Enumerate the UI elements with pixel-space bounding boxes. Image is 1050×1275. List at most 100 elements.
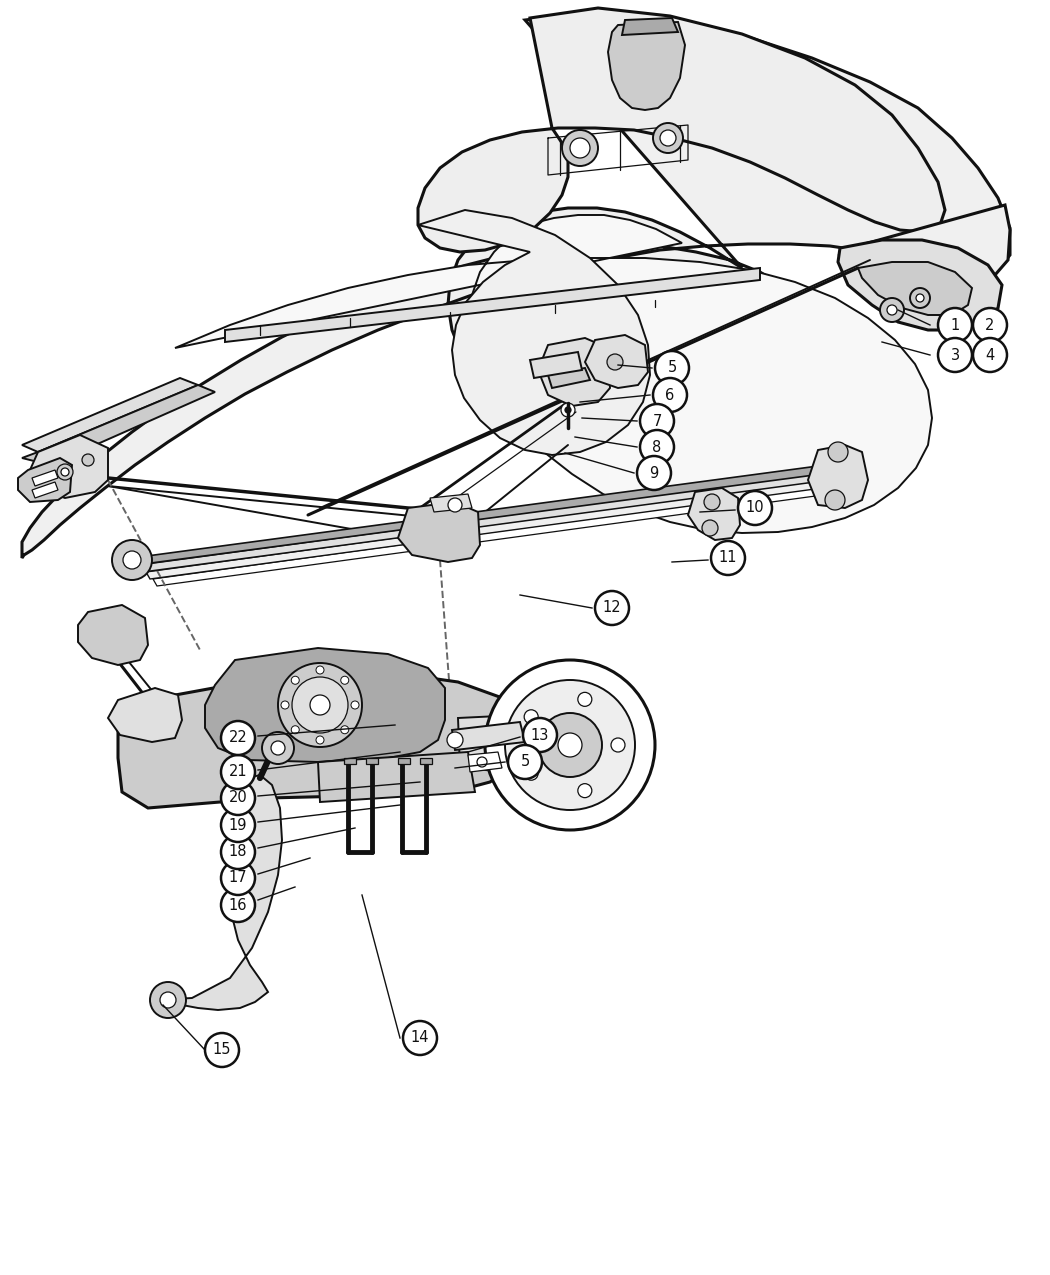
Text: 21: 21 [229, 765, 248, 779]
Circle shape [150, 982, 186, 1017]
Circle shape [477, 757, 487, 768]
Circle shape [660, 130, 676, 147]
Circle shape [112, 541, 152, 580]
Polygon shape [808, 445, 868, 507]
Polygon shape [22, 11, 1010, 558]
Circle shape [485, 660, 655, 830]
Circle shape [825, 490, 845, 510]
Circle shape [292, 677, 348, 733]
Polygon shape [22, 385, 215, 465]
Circle shape [316, 736, 324, 745]
Text: 13: 13 [531, 728, 549, 742]
Circle shape [640, 404, 674, 439]
Circle shape [220, 782, 255, 815]
Circle shape [916, 295, 924, 302]
Polygon shape [22, 377, 198, 453]
Polygon shape [30, 435, 108, 499]
Circle shape [595, 592, 629, 625]
Circle shape [403, 1021, 437, 1054]
Circle shape [447, 732, 463, 748]
Polygon shape [548, 368, 590, 388]
Text: 22: 22 [229, 731, 248, 746]
Polygon shape [398, 502, 480, 562]
Polygon shape [225, 268, 760, 342]
Circle shape [351, 701, 359, 709]
Text: 15: 15 [213, 1043, 231, 1057]
Circle shape [508, 745, 542, 779]
Polygon shape [398, 759, 410, 764]
Circle shape [637, 456, 671, 490]
Text: 20: 20 [229, 790, 248, 806]
Circle shape [262, 732, 294, 764]
Polygon shape [146, 476, 852, 579]
Circle shape [973, 309, 1007, 342]
Text: 8: 8 [652, 440, 662, 454]
Circle shape [558, 733, 582, 757]
Polygon shape [452, 722, 525, 750]
Circle shape [61, 468, 69, 476]
Circle shape [271, 741, 285, 755]
Circle shape [611, 738, 625, 752]
Polygon shape [838, 240, 1002, 330]
Circle shape [220, 887, 255, 922]
Circle shape [578, 692, 592, 706]
Circle shape [316, 666, 324, 674]
Text: 10: 10 [746, 501, 764, 515]
Polygon shape [585, 335, 648, 388]
Polygon shape [108, 688, 182, 742]
Circle shape [448, 499, 462, 513]
Text: 3: 3 [950, 348, 960, 362]
Text: 11: 11 [719, 551, 737, 566]
Circle shape [341, 676, 349, 685]
Circle shape [973, 338, 1007, 372]
Circle shape [655, 351, 689, 385]
Circle shape [57, 464, 74, 479]
Polygon shape [418, 8, 945, 252]
Circle shape [640, 430, 674, 464]
Circle shape [738, 491, 772, 525]
Polygon shape [366, 759, 378, 764]
Polygon shape [344, 759, 356, 764]
Circle shape [505, 680, 635, 810]
Polygon shape [32, 470, 58, 486]
Circle shape [538, 713, 602, 776]
Polygon shape [155, 775, 282, 1010]
Circle shape [160, 992, 176, 1009]
Circle shape [578, 784, 592, 798]
Text: 5: 5 [521, 755, 529, 770]
Circle shape [278, 663, 362, 747]
Circle shape [341, 725, 349, 733]
Circle shape [561, 403, 575, 417]
Circle shape [220, 720, 255, 755]
Circle shape [653, 122, 682, 153]
Circle shape [938, 309, 972, 342]
Polygon shape [608, 22, 685, 110]
Circle shape [123, 551, 141, 569]
Text: 1: 1 [950, 317, 960, 333]
Polygon shape [530, 352, 582, 377]
Polygon shape [78, 606, 148, 666]
Circle shape [565, 407, 571, 413]
Circle shape [281, 701, 289, 709]
Polygon shape [858, 261, 972, 315]
Polygon shape [420, 759, 432, 764]
Text: 2: 2 [985, 317, 994, 333]
Circle shape [938, 338, 972, 372]
Polygon shape [430, 493, 473, 513]
Polygon shape [32, 482, 58, 499]
Circle shape [653, 377, 687, 412]
Text: 5: 5 [668, 361, 676, 376]
Polygon shape [18, 458, 72, 502]
Circle shape [220, 755, 255, 789]
Polygon shape [468, 752, 502, 771]
Circle shape [220, 835, 255, 870]
Text: 19: 19 [229, 817, 247, 833]
Polygon shape [318, 752, 475, 802]
Polygon shape [132, 462, 852, 565]
Circle shape [704, 493, 720, 510]
Polygon shape [139, 469, 852, 572]
Circle shape [880, 298, 904, 323]
Circle shape [711, 541, 745, 575]
Polygon shape [205, 648, 445, 762]
Circle shape [220, 808, 255, 842]
